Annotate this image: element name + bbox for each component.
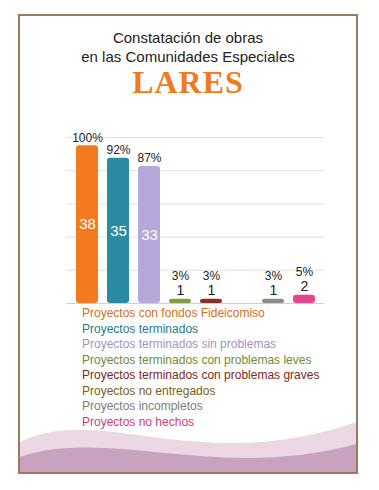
html-text:Proyectos incompletos: Proyectos incompletos xyxy=(82,399,203,413)
svg-text:3%: 3% xyxy=(172,269,190,283)
html-text:Constatación de obras: Constatación de obras xyxy=(112,29,263,46)
svg-text:100%: 100% xyxy=(72,131,103,145)
html-text:LARES: LARES xyxy=(132,64,244,100)
html-text:Proyectos terminados con probl: Proyectos terminados con problemas leves xyxy=(82,352,312,367)
svg-text:92%: 92% xyxy=(106,143,130,157)
svg-text:35: 35 xyxy=(110,222,127,239)
svg-text:1: 1 xyxy=(208,282,216,298)
svg-text:3%: 3% xyxy=(203,269,221,283)
svg-text:87%: 87% xyxy=(137,151,161,165)
html-text:Proyectos terminados sin probl: Proyectos terminados sin problemas xyxy=(82,337,277,351)
svg-text:1: 1 xyxy=(177,282,185,298)
html-text:en las Comunidades Especiales: en las Comunidades Especiales xyxy=(81,48,295,65)
html-text:Proyectos no hechos: Proyectos no hechos xyxy=(82,414,195,429)
svg-text:2: 2 xyxy=(301,278,309,294)
html-text:Proyectos con fondos Fideicomi: Proyectos con fondos Fideicomiso xyxy=(82,306,265,320)
svg-text:3%: 3% xyxy=(265,269,283,283)
svg-text:1: 1 xyxy=(270,282,278,298)
svg-text:33: 33 xyxy=(141,226,158,243)
html-text:Proyectos terminados: Proyectos terminados xyxy=(82,321,199,336)
svg-text:38: 38 xyxy=(79,215,96,232)
html-text:Proyectos terminados con probl: Proyectos terminados con problemas grave… xyxy=(82,368,320,382)
svg-text:5%: 5% xyxy=(296,265,314,279)
html-text:Proyectos no entregados: Proyectos no entregados xyxy=(82,383,216,398)
